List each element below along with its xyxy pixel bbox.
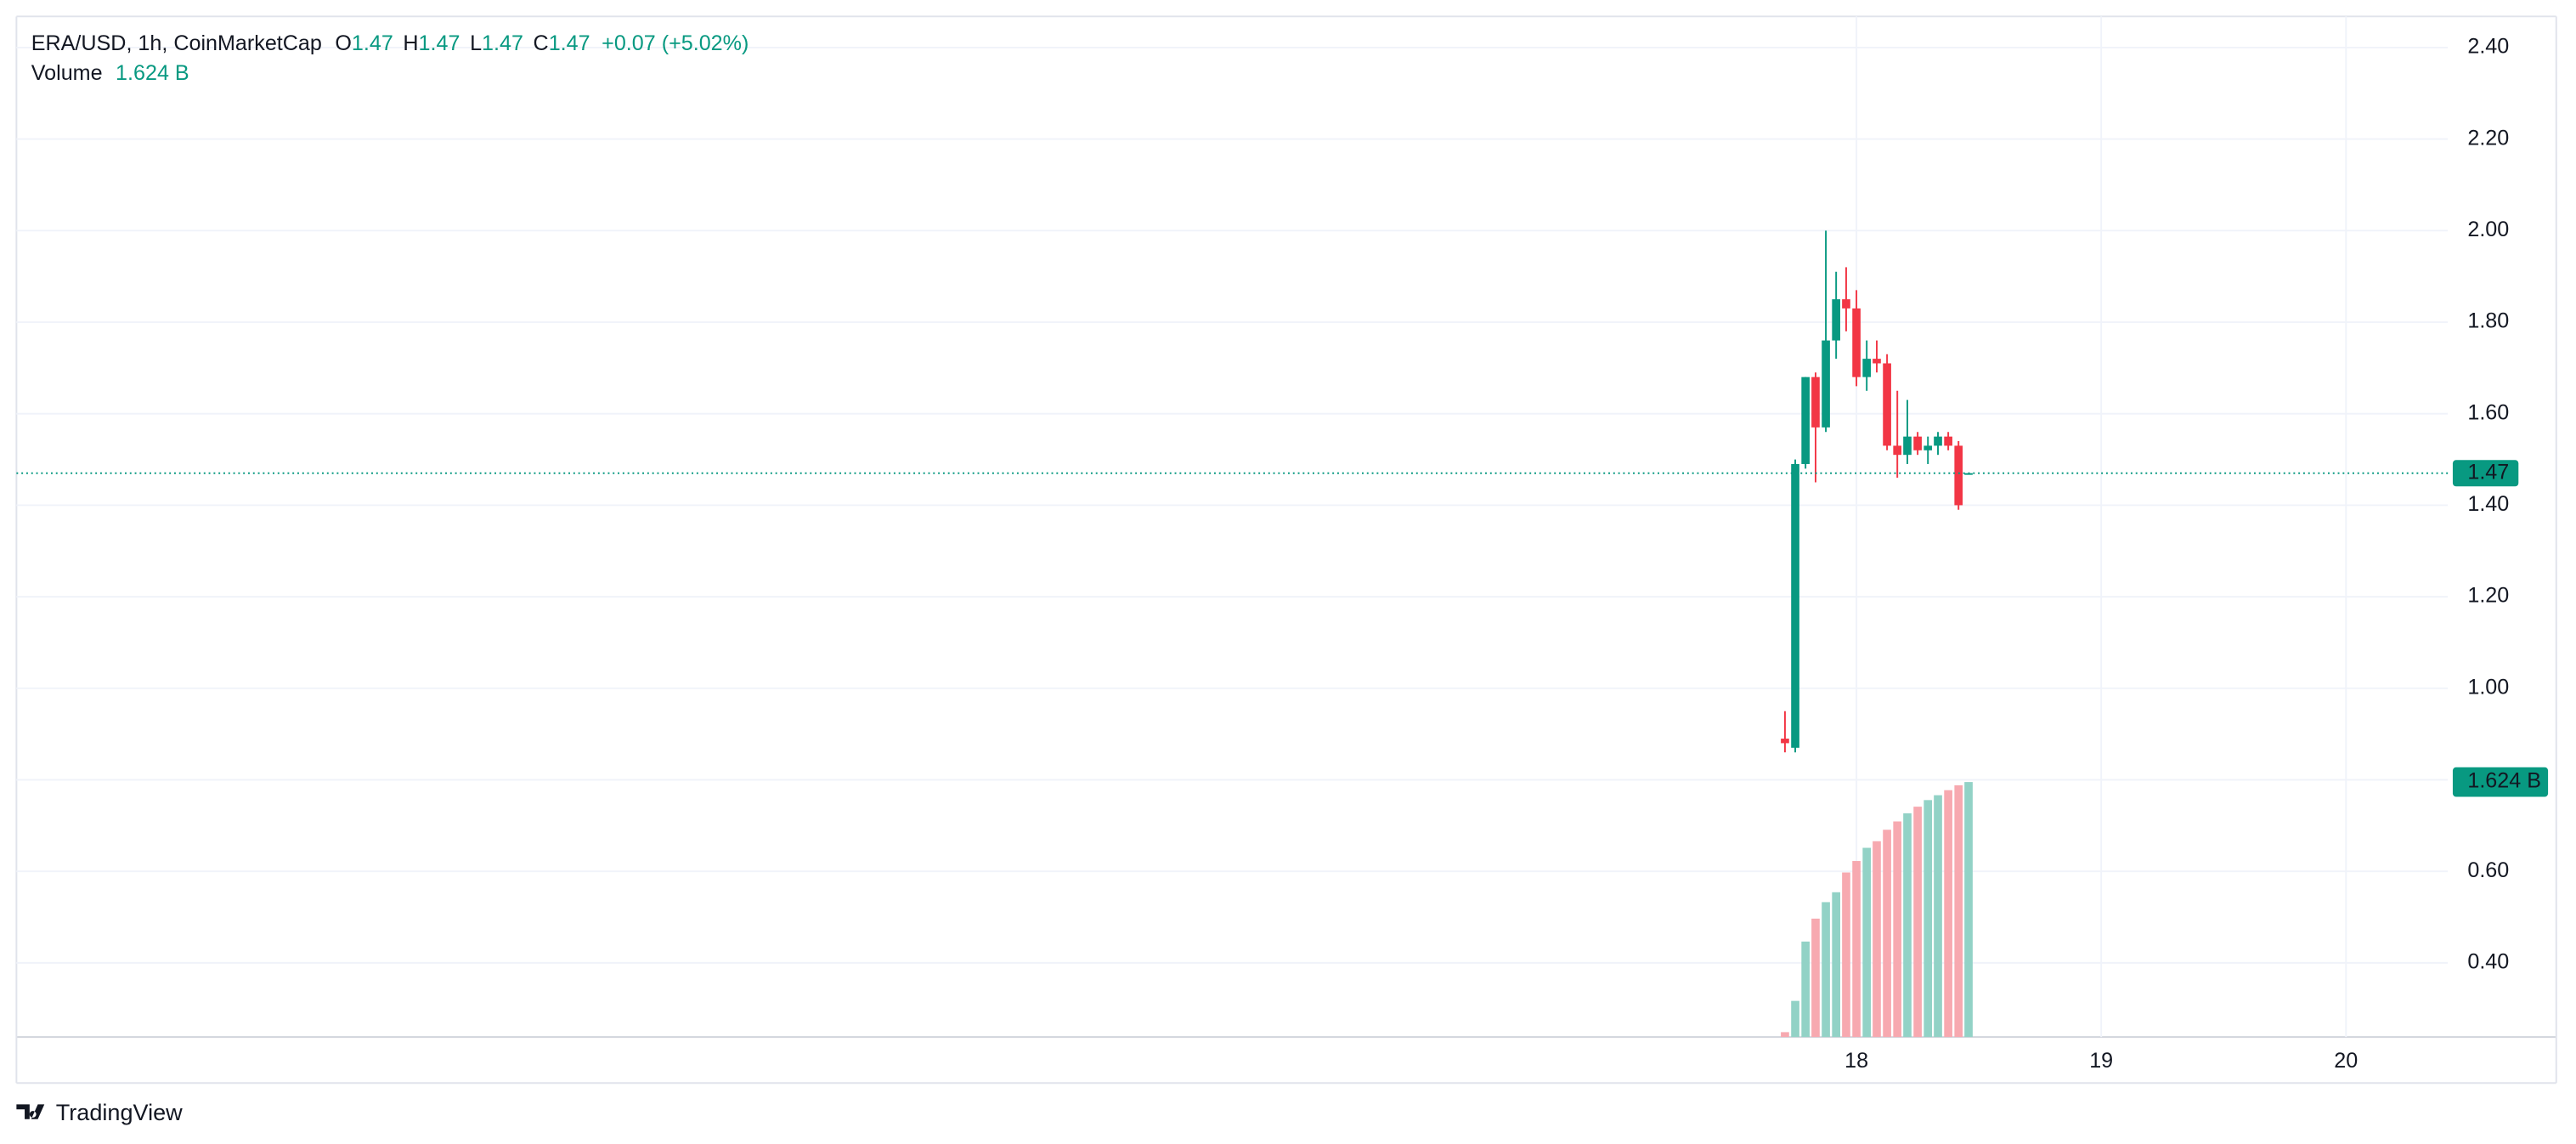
grid	[16, 16, 2449, 1038]
brand: TradingView	[56, 1099, 183, 1125]
volume-badge	[2452, 767, 2549, 797]
volume-bar	[1781, 1032, 1789, 1038]
volume-bar	[1964, 782, 1973, 1038]
volume-bar	[1913, 807, 1922, 1038]
candle-body	[1801, 377, 1810, 464]
candle-body	[1883, 363, 1891, 446]
candle-body	[1811, 377, 1820, 428]
last-price-badge	[2452, 460, 2519, 487]
x-tick-label: 18	[1844, 1049, 1868, 1073]
candle-body	[1781, 739, 1789, 744]
volume-bar	[1842, 872, 1850, 1038]
volume-bar	[1944, 790, 1952, 1038]
last-price-label: 1.47	[2467, 460, 2509, 484]
volume-bar	[1873, 841, 1881, 1038]
volume-legend: Volume 1.624 B	[31, 61, 189, 85]
volume-bar	[1811, 918, 1820, 1038]
legend-ohlc-value: 1.47	[352, 31, 393, 55]
y-tick-label: 1.60	[2467, 400, 2509, 424]
legend-ohlc-value: 1.47	[482, 31, 523, 55]
legend-change: +0.07 (+5.02%)	[602, 31, 749, 55]
candle-body	[1893, 445, 1902, 456]
volume-value: 1.624 B	[116, 61, 189, 85]
volume-bar	[1934, 795, 1942, 1038]
legend-ohlc-label: C	[534, 31, 549, 55]
logo-shape	[16, 1104, 45, 1119]
y-tick-label: 2.40	[2467, 35, 2509, 59]
y-tick-label: 1.00	[2467, 675, 2509, 699]
y-tick-label: 0.40	[2467, 950, 2509, 974]
legend-ohlc-label: H	[403, 31, 418, 55]
candle-body	[1903, 436, 1912, 456]
legend-ohlc-label: O	[335, 31, 352, 55]
x-tick-label: 20	[2334, 1049, 2358, 1073]
legend-ohlc-label: L	[470, 31, 482, 55]
volume-bar	[1954, 784, 1963, 1038]
candle-body	[1873, 359, 1881, 364]
candle-body	[1954, 445, 1963, 506]
candle-body	[1842, 299, 1850, 309]
candle-body	[1791, 463, 1799, 748]
candle-body	[1862, 359, 1872, 377]
candle-body	[1913, 436, 1922, 450]
candle-body	[1852, 308, 1861, 377]
volume-bar	[1822, 902, 1830, 1038]
brand-logo	[16, 1104, 45, 1119]
volume-bar	[1903, 813, 1912, 1038]
x-tick-label: 19	[2089, 1049, 2113, 1073]
legend-symbol: ERA/USD, 1h, CoinMarketCap	[31, 31, 322, 55]
y-tick-label: 1.20	[2467, 584, 2509, 608]
volume-bar	[1893, 821, 1902, 1038]
volume-bar	[1924, 800, 1933, 1038]
candle-body	[1934, 436, 1942, 446]
y-tick-label: 1.40	[2467, 492, 2509, 516]
legend-ohlc-value: 1.47	[419, 31, 460, 55]
candle-body	[1924, 445, 1933, 450]
y-tick-label: 0.60	[2467, 858, 2509, 882]
volume-bar	[1801, 941, 1810, 1038]
volume-bar	[1852, 861, 1861, 1038]
labels: 0.400.600.801.001.201.401.601.802.002.20…	[1844, 35, 2549, 1073]
volume-badge-label: 1.624 B	[2467, 769, 2541, 793]
candle-body	[1822, 340, 1830, 428]
y-tick-label: 2.20	[2467, 126, 2509, 150]
candle-body	[1944, 436, 1952, 446]
candle-body	[1964, 473, 1973, 475]
candle-body	[1832, 299, 1840, 341]
volume-bar	[1862, 847, 1872, 1038]
volume-bar	[1832, 892, 1840, 1038]
marks	[16, 230, 2449, 1038]
legend: ERA/USD, 1h, CoinMarketCap O1.47 H1.47 L1.4…	[31, 31, 749, 55]
y-tick-label: 1.80	[2467, 309, 2509, 333]
volume-bar	[1883, 830, 1891, 1038]
y-tick-label: 2.00	[2467, 218, 2509, 241]
volume-bar	[1791, 1000, 1799, 1038]
volume-label: Volume	[31, 61, 103, 85]
legend-ohlc-value: 1.47	[549, 31, 590, 55]
